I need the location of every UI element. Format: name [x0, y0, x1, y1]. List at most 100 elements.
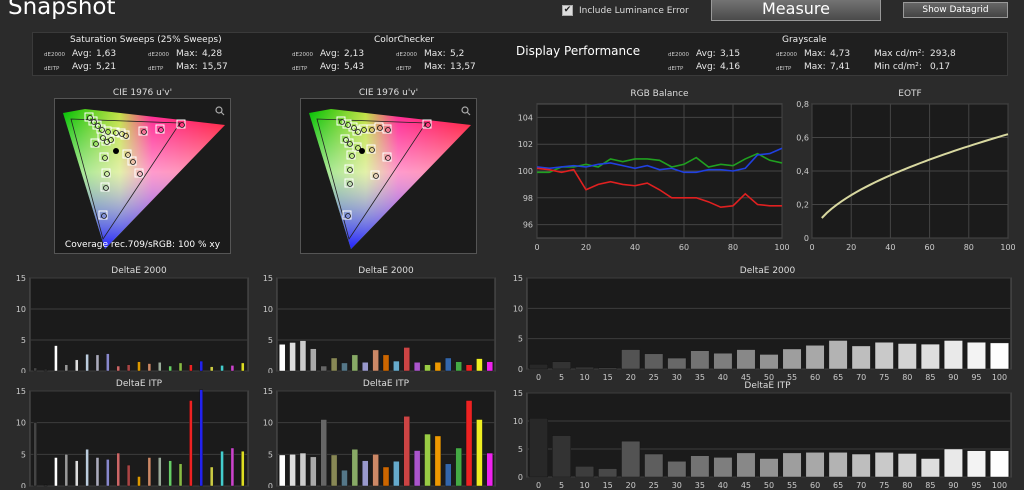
metric-label: dE2000	[776, 52, 797, 58]
bar	[158, 362, 162, 372]
measured-marker	[105, 129, 111, 135]
metric-value: 5,21	[96, 62, 117, 72]
measured-marker	[373, 173, 379, 179]
plot-area	[29, 277, 249, 372]
bar	[465, 400, 473, 487]
cc-itp-chart: 15 10 5 0	[263, 388, 496, 488]
bar	[713, 457, 733, 478]
y-tick-label: 5	[21, 450, 26, 459]
measured-marker	[113, 130, 119, 136]
measured-marker	[349, 153, 355, 159]
bar	[85, 354, 89, 372]
measure-button[interactable]: Measure	[711, 0, 881, 21]
include-luminance-checkbox[interactable]: ✔ Include Luminance Error	[562, 5, 689, 16]
bar	[178, 362, 183, 372]
whitepoint-marker	[113, 148, 119, 154]
x-tick-label: 20	[626, 373, 636, 382]
metric-value: 3,15	[720, 49, 741, 59]
de2-title: DeltaE 2000	[358, 266, 414, 276]
target-marker	[127, 156, 137, 166]
series-blue	[536, 147, 783, 174]
bar	[362, 362, 369, 372]
itp1-title: DeltaE ITP	[115, 379, 163, 389]
bar	[351, 354, 359, 372]
metric-label: Max:	[804, 49, 826, 59]
metric-label: dEITP	[44, 66, 60, 72]
target-marker	[122, 149, 132, 159]
bar	[33, 367, 37, 372]
bar	[897, 343, 917, 370]
measured-marker	[93, 141, 99, 147]
metric-label: Max:	[176, 62, 198, 72]
bar	[106, 459, 110, 487]
cie2-chart[interactable]	[300, 98, 477, 254]
target-marker	[100, 182, 110, 192]
measured-marker	[385, 155, 391, 161]
y-tick-label: 0	[268, 367, 273, 373]
bar	[75, 359, 79, 372]
series-red	[536, 167, 782, 208]
y-tick-label: 15	[263, 275, 273, 283]
target-marker	[344, 164, 354, 174]
x-tick-label: 85	[925, 481, 935, 490]
target-marker	[422, 119, 432, 129]
bar	[644, 353, 664, 370]
rec709-triangle	[70, 118, 181, 240]
bar	[828, 452, 848, 478]
bar	[529, 363, 548, 370]
measured-marker	[130, 159, 136, 165]
bar	[116, 452, 120, 487]
bar	[158, 457, 162, 487]
metric-value: 2,13	[344, 49, 365, 59]
target-marker	[155, 124, 165, 134]
gamut-shading	[63, 109, 225, 249]
x-tick-label: 70	[856, 373, 866, 382]
bar	[445, 357, 452, 372]
target-marker	[138, 126, 148, 136]
x-tick-label: 0	[536, 481, 541, 490]
y-tick-label: 15	[513, 275, 523, 283]
y-tick-label: 0	[518, 473, 523, 482]
bar	[575, 466, 595, 478]
x-tick-label: 45	[741, 481, 751, 490]
metric-value: 7,41	[830, 62, 851, 72]
bar	[95, 457, 100, 487]
bar	[64, 454, 69, 487]
bar	[736, 349, 756, 370]
bar	[552, 435, 571, 478]
bar	[382, 354, 390, 372]
coverage-label: Coverage rec.709/sRGB: 100 % xy	[64, 240, 221, 250]
x-tick-label: 80	[902, 373, 912, 382]
x-tick-label: 10	[580, 481, 590, 490]
measured-marker	[385, 127, 391, 133]
rec709-triangle	[316, 118, 427, 240]
target-marker	[90, 138, 100, 148]
target-marker	[98, 210, 108, 220]
metric-label: Max:	[176, 49, 198, 59]
cie1-chart[interactable]	[54, 98, 231, 254]
bar	[759, 354, 779, 370]
measured-marker	[425, 122, 431, 128]
metric-label: dEITP	[396, 66, 412, 72]
bar	[278, 454, 286, 487]
x-tick-label: 80	[902, 481, 912, 490]
measured-marker	[123, 133, 129, 139]
metric-value: 4,73	[830, 49, 851, 59]
metric-value: 4,16	[720, 62, 741, 72]
x-tick-label: 70	[856, 481, 866, 490]
magnifier-lens	[215, 106, 223, 114]
checkmark-icon[interactable]: ✔	[562, 5, 573, 16]
measured-marker	[101, 213, 107, 219]
bar	[351, 449, 359, 487]
x-tick-label: 60	[925, 243, 935, 252]
bar	[920, 458, 940, 478]
x-tick-label: 85	[925, 373, 935, 382]
target-marker	[110, 127, 120, 137]
metric-value: 15,57	[202, 62, 228, 72]
target-marker	[346, 150, 356, 160]
show-datagrid-button[interactable]: Show Datagrid	[903, 2, 1008, 18]
x-tick-label: 25	[649, 481, 659, 490]
eotf-curve	[821, 133, 1009, 219]
bar	[476, 419, 483, 487]
